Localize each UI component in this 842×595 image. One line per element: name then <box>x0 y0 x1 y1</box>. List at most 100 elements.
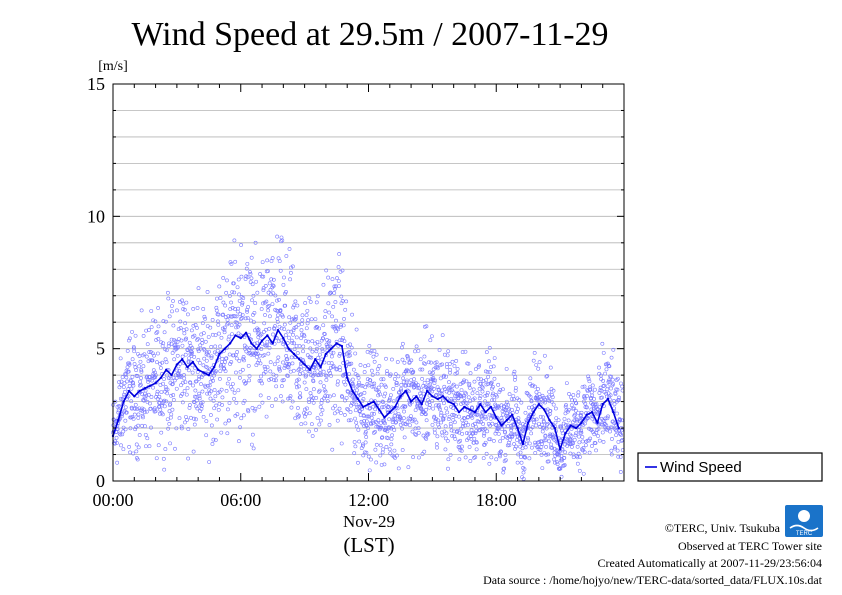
sample-point <box>551 388 556 393</box>
wind-speed-point <box>319 365 322 369</box>
sample-point <box>296 368 301 373</box>
sample-point <box>293 317 298 321</box>
sample-point <box>535 398 540 403</box>
sample-point <box>230 290 235 294</box>
sample-point <box>448 367 453 372</box>
sample-point <box>603 416 608 421</box>
sample-point <box>201 307 206 311</box>
sample-point <box>483 399 487 404</box>
sample-point <box>446 349 451 354</box>
sample-point <box>266 269 270 274</box>
wind-speed-point <box>463 405 466 409</box>
wind-speed-point <box>404 389 407 393</box>
wind-speed-point <box>495 416 498 419</box>
sample-point <box>615 376 620 381</box>
sample-point <box>393 455 397 460</box>
sample-point <box>124 372 128 377</box>
sample-point <box>282 275 286 280</box>
sample-point <box>205 350 209 355</box>
sample-point <box>484 416 489 421</box>
wind-speed-point <box>532 410 535 414</box>
sample-point <box>527 441 532 446</box>
sample-point <box>406 465 411 470</box>
sample-point <box>379 382 384 387</box>
sample-point <box>484 350 489 355</box>
wind-speed-point <box>441 395 445 398</box>
sample-point <box>307 429 311 434</box>
sample-point <box>336 279 341 283</box>
sample-point <box>576 393 580 398</box>
sample-point <box>318 380 323 385</box>
sample-point <box>392 414 397 418</box>
wind-speed-point <box>266 334 269 337</box>
sample-point <box>203 339 208 344</box>
sample-point <box>329 361 334 366</box>
wind-speed-point <box>569 424 572 427</box>
sample-point <box>489 455 494 460</box>
sample-point <box>247 374 252 379</box>
sample-point <box>502 466 506 471</box>
sample-point <box>173 343 178 347</box>
sample-point <box>361 453 366 458</box>
sample-point <box>517 420 521 424</box>
sample-point <box>422 324 427 329</box>
sample-point <box>286 374 290 378</box>
sample-point <box>330 277 335 282</box>
sample-point <box>563 450 567 455</box>
sample-point <box>434 392 439 397</box>
sample-point <box>500 436 505 440</box>
sample-point <box>176 371 181 376</box>
sample-point <box>421 383 426 388</box>
sample-point <box>569 434 574 438</box>
sample-point <box>247 378 252 383</box>
sample-point <box>410 417 415 422</box>
sample-point <box>481 433 486 438</box>
sample-point <box>550 395 555 400</box>
sample-point <box>327 423 332 427</box>
sample-point <box>246 305 251 309</box>
sample-point <box>287 362 292 367</box>
sample-point <box>398 414 402 419</box>
sample-point <box>280 314 285 319</box>
sample-point <box>191 306 196 311</box>
sample-point <box>512 432 517 437</box>
sample-point <box>416 383 420 387</box>
sample-point <box>424 324 429 329</box>
sample-point <box>220 395 225 400</box>
sample-point <box>248 318 253 323</box>
sample-point <box>237 358 242 363</box>
sample-point <box>467 385 472 390</box>
sample-point <box>194 404 199 409</box>
sample-point <box>294 314 298 319</box>
sample-point <box>165 373 169 378</box>
sample-point <box>256 330 261 335</box>
sample-point <box>536 387 540 391</box>
sample-point <box>446 466 450 471</box>
sample-point <box>134 442 139 447</box>
sample-point <box>430 389 435 394</box>
sample-point <box>275 359 280 364</box>
sample-point <box>178 319 183 324</box>
sample-point <box>433 419 438 424</box>
sample-point <box>229 360 234 364</box>
sample-point <box>232 314 237 319</box>
sample-point <box>532 403 537 408</box>
sample-point <box>128 450 132 455</box>
sample-point <box>474 440 479 445</box>
sample-point <box>118 396 123 401</box>
sample-point <box>372 359 377 364</box>
sample-point <box>447 362 452 366</box>
x-axis-label: (LST) <box>343 533 394 557</box>
sample-point <box>319 401 324 405</box>
wind-speed-point <box>239 336 242 340</box>
sample-point <box>359 392 364 397</box>
sample-point <box>394 420 399 424</box>
sample-point <box>247 270 252 274</box>
sample-point <box>602 383 607 388</box>
sample-point <box>217 284 222 289</box>
sample-point <box>352 440 357 444</box>
sample-point <box>180 343 185 348</box>
sample-point <box>397 390 401 395</box>
sample-point <box>237 292 242 297</box>
sample-point <box>224 388 229 393</box>
